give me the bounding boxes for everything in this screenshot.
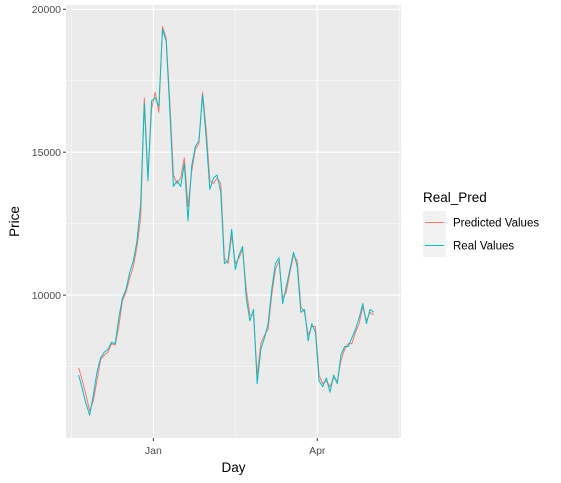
- plot-panel: [66, 5, 401, 438]
- major-gridlines: [66, 5, 401, 438]
- legend-label: Predicted Values: [453, 218, 539, 230]
- legend-label: Real Values: [453, 241, 514, 253]
- x-tick-label: Jan: [145, 445, 162, 457]
- y-tick-label: 10000: [32, 290, 61, 302]
- legend-keys: Predicted Values Real Values: [423, 211, 539, 257]
- series-lines: [78, 25, 374, 416]
- legend-title: Real_Pred: [423, 190, 487, 205]
- legend: Real_Pred Predicted Values Real Values: [423, 190, 539, 257]
- x-tick-label: Apr: [309, 445, 326, 457]
- series-line-real-values: [78, 28, 374, 416]
- y-tick-label: 20000: [32, 4, 61, 16]
- y-tick-label: 15000: [32, 147, 61, 159]
- y-axis: 10000 15000 20000: [32, 4, 66, 302]
- x-axis: Jan Apr: [145, 438, 326, 457]
- y-axis-title: Price: [7, 206, 22, 237]
- x-axis-title: Day: [221, 460, 245, 475]
- minor-gridlines: [66, 5, 401, 438]
